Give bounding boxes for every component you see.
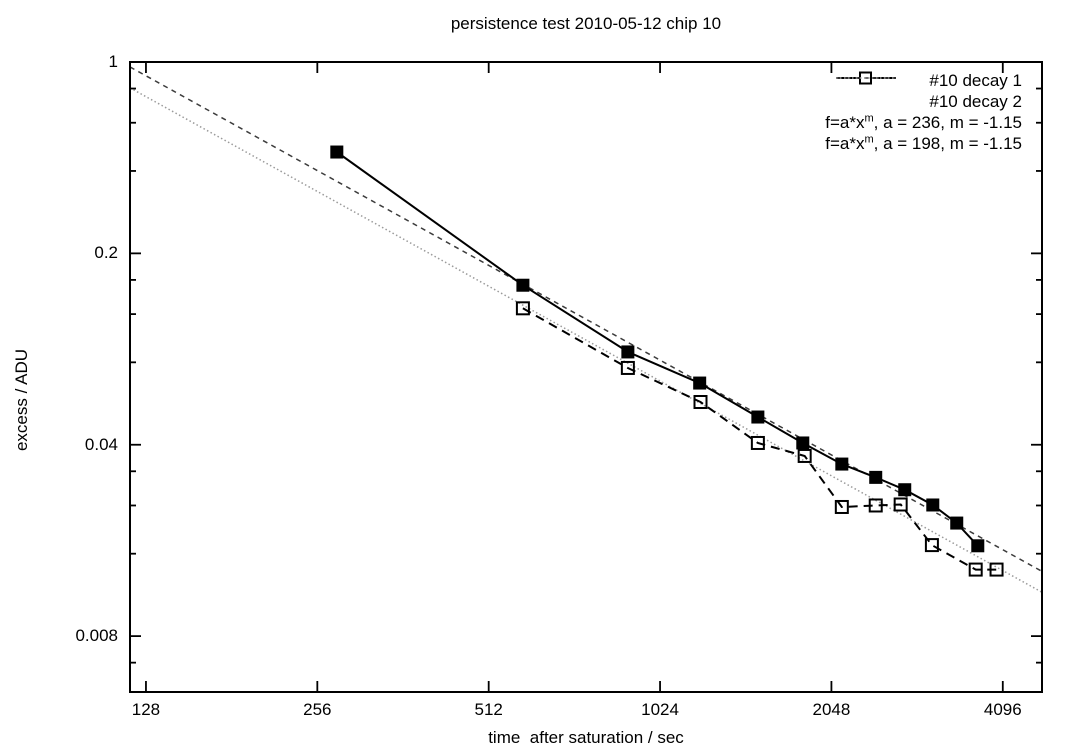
- y-tick-label: 0.008: [75, 626, 118, 646]
- data-point: [869, 470, 883, 484]
- legend-row-fit198: f=a*xm, a = 198, m = -1.15: [825, 77, 1022, 154]
- y-axis-label: excess / ADU: [12, 348, 31, 452]
- data-point: [893, 497, 908, 512]
- data-point: [515, 301, 530, 316]
- x-tick-label: 256: [303, 700, 332, 719]
- data-point: [516, 278, 530, 292]
- data-point: [797, 448, 812, 463]
- y-tick-label: 0.04: [84, 434, 118, 454]
- legend-row-fit236: f=a*xm, a = 236, m = -1.15: [825, 77, 1022, 133]
- x-tick-label: 2048: [812, 700, 851, 719]
- data-point: [693, 395, 708, 410]
- data-point: [750, 435, 765, 450]
- x-tick-label: 512: [474, 700, 503, 719]
- x-tick-label: 128: [131, 700, 161, 719]
- data-point: [898, 483, 912, 497]
- data-point: [796, 436, 810, 450]
- x-axis-label: time after saturation / sec: [488, 728, 684, 747]
- plot-border: [129, 61, 1043, 693]
- y-tick-label: 0.2: [94, 243, 118, 263]
- legend-label-decay2: #10 decay 2: [929, 91, 1022, 111]
- data-point: [968, 562, 983, 577]
- data-point: [834, 499, 849, 514]
- data-point: [989, 562, 1004, 577]
- data-point: [751, 410, 765, 424]
- data-point: [971, 539, 985, 553]
- chart-title: persistence test 2010-05-12 chip 10: [450, 14, 722, 33]
- fit-line: [129, 87, 1043, 593]
- legend-label-fit198: f=a*xm, a = 198, m = -1.15: [825, 132, 1022, 153]
- data-point: [926, 498, 940, 512]
- data-point: [693, 376, 707, 390]
- legend-sample-fit236-line: [836, 77, 897, 79]
- legend-row-decay2: #10 decay 2: [825, 71, 1022, 112]
- fit-line: [129, 66, 1043, 573]
- data-point: [620, 360, 635, 375]
- series-line: [522, 307, 997, 571]
- series-line: [336, 151, 979, 547]
- data-point: [330, 145, 344, 159]
- data-point: [868, 498, 883, 513]
- data-point: [924, 538, 939, 553]
- legend-label-decay1: #10 decay 1: [929, 70, 1022, 90]
- y-tick-label: 1: [108, 52, 118, 71]
- data-point: [950, 516, 964, 530]
- legend: #10 decay 1 #10 decay 2 f=a*xm, a = 236,…: [825, 70, 1022, 154]
- legend-label-fit236: f=a*xm, a = 236, m = -1.15: [825, 111, 1022, 132]
- legend-sample-fit198-line: [836, 77, 897, 79]
- x-tick-label: 4096: [983, 700, 1022, 719]
- data-point: [621, 345, 635, 359]
- data-point: [835, 457, 849, 471]
- x-tick-label: 1024: [641, 700, 679, 719]
